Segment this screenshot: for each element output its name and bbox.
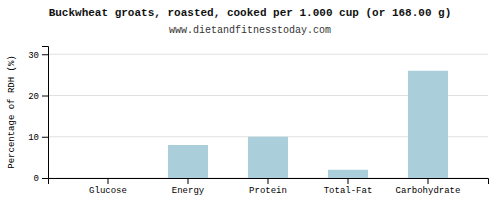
bar	[168, 145, 208, 178]
title: Buckwheat groats, roasted, cooked per 1.…	[49, 7, 452, 19]
x-tick-label: Protein	[249, 186, 287, 196]
y-tick: 30	[28, 51, 48, 61]
x-tick-mark	[348, 178, 349, 184]
x-tick: Protein	[249, 178, 287, 196]
y-tick-mark	[42, 178, 48, 179]
x-tick-mark	[108, 178, 109, 184]
x-tick-label: Glucose	[89, 186, 127, 196]
y-tick-mark	[42, 96, 48, 97]
x-tick-mark	[428, 178, 429, 184]
y-axis-line	[42, 47, 49, 179]
bar	[328, 170, 368, 178]
bar	[88, 178, 128, 179]
x-tick: Glucose	[89, 178, 127, 196]
y-tick-mark	[42, 54, 48, 55]
y-tick-mark	[42, 137, 48, 138]
x-axis: Glucose Energy Protein Total-Fat Carbohydrat…	[49, 178, 489, 196]
y-tick: 10	[28, 133, 48, 143]
x-tick-label: Energy	[172, 186, 205, 196]
x-tick: Total-Fat	[324, 178, 373, 196]
x-tick-mark	[268, 178, 269, 184]
x-tick-label: Carbohydrate	[396, 186, 461, 196]
y-tick-label: 10	[28, 133, 39, 143]
chart-svg: Buckwheat groats, roasted, cooked per 1.…	[0, 0, 500, 200]
x-tick: Carbohydrate	[396, 178, 461, 196]
x-tick-label: Total-Fat	[324, 186, 373, 196]
grid-line	[48, 54, 488, 55]
plot-area: Glucose Energy Protein Total-Fat Carbohydrat…	[28, 47, 488, 197]
subtitle: www.dietandfitnesstoday.com	[169, 25, 331, 36]
y-axis: 0 10 20 30	[28, 47, 48, 185]
y-axis-title: Percentage of RDH (%)	[7, 55, 17, 168]
y-tick-label: 30	[28, 51, 39, 61]
y-tick-label: 20	[28, 92, 39, 102]
x-tick: Energy	[172, 178, 205, 196]
y-tick-label: 0	[34, 174, 39, 184]
bar	[408, 71, 448, 178]
x-tick-mark	[188, 178, 189, 184]
x-axis-line	[49, 179, 489, 185]
bar	[248, 137, 288, 178]
chart-container: Buckwheat groats, roasted, cooked per 1.…	[0, 0, 500, 200]
grid	[48, 54, 488, 178]
y-tick: 0	[34, 174, 48, 184]
y-tick: 20	[28, 92, 48, 102]
bars	[168, 71, 448, 178]
